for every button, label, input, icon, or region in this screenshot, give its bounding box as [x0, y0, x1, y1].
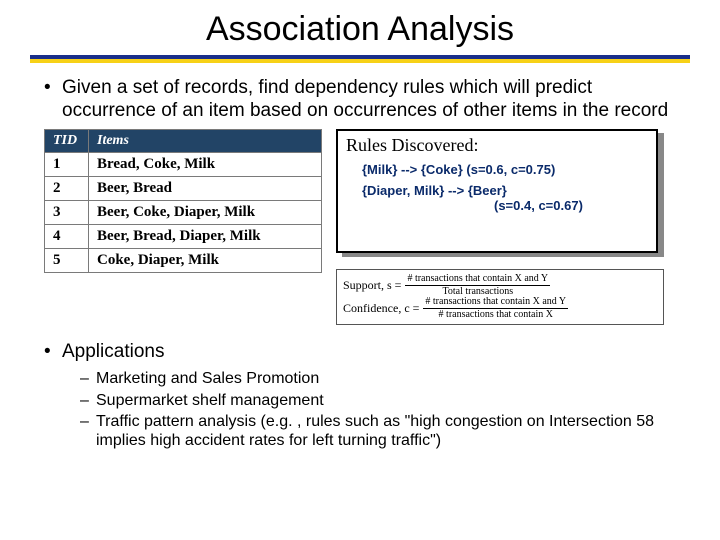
main-bullet: Given a set of records, find dependency … [44, 77, 676, 123]
app-item-2: Supermarket shelf management [80, 391, 676, 410]
rule-2-line2: (s=0.4, c=0.67) [346, 198, 648, 213]
applications-section: Applications Marketing and Sales Promoti… [44, 341, 676, 451]
table-row: 1 Bread, Coke, Milk [45, 152, 322, 176]
support-denominator: Total transactions [440, 286, 515, 297]
cell-tid: 5 [45, 248, 89, 272]
divider-yellow [30, 59, 690, 63]
cell-tid: 1 [45, 152, 89, 176]
cell-items: Beer, Coke, Diaper, Milk [89, 200, 322, 224]
app-item-1: Marketing and Sales Promotion [80, 369, 676, 388]
right-column: Rules Discovered: {Milk} --> {Coke} (s=0… [336, 129, 676, 273]
formula-box: Support, s = # transactions that contain… [336, 269, 664, 325]
cell-items: Bread, Coke, Milk [89, 152, 322, 176]
mid-row: TID Items 1 Bread, Coke, Milk 2 Beer, Br… [44, 129, 676, 273]
cell-items: Coke, Diaper, Milk [89, 248, 322, 272]
cell-tid: 3 [45, 200, 89, 224]
applications-heading: Applications [44, 341, 676, 364]
support-fraction: # transactions that contain X and Y Tota… [405, 274, 550, 297]
table-row: 5 Coke, Diaper, Milk [45, 248, 322, 272]
col-tid: TID [45, 129, 89, 152]
confidence-fraction: # transactions that contain X and Y # tr… [423, 297, 568, 320]
app-item-3: Traffic pattern analysis (e.g. , rules s… [80, 412, 676, 450]
title-divider [30, 55, 690, 63]
cell-items: Beer, Bread [89, 176, 322, 200]
rules-title: Rules Discovered: [346, 135, 648, 156]
col-items: Items [89, 129, 322, 152]
table-row: 3 Beer, Coke, Diaper, Milk [45, 200, 322, 224]
cell-tid: 4 [45, 224, 89, 248]
cell-tid: 2 [45, 176, 89, 200]
table-row: 2 Beer, Bread [45, 176, 322, 200]
rules-box: Rules Discovered: {Milk} --> {Coke} (s=0… [336, 129, 658, 253]
support-lhs: Support, s = [343, 276, 401, 295]
support-formula: Support, s = # transactions that contain… [343, 274, 657, 297]
confidence-formula: Confidence, c = # transactions that cont… [343, 297, 657, 320]
transactions-table: TID Items 1 Bread, Coke, Milk 2 Beer, Br… [44, 129, 322, 273]
table-row: 4 Beer, Bread, Diaper, Milk [45, 224, 322, 248]
title-area: Association Analysis [0, 0, 720, 49]
content-area: Given a set of records, find dependency … [0, 63, 720, 450]
slide-title: Association Analysis [0, 10, 720, 49]
confidence-denominator: # transactions that contain X [437, 309, 555, 320]
rule-1: {Milk} --> {Coke} (s=0.6, c=0.75) [346, 162, 648, 177]
transactions-table-wrap: TID Items 1 Bread, Coke, Milk 2 Beer, Br… [44, 129, 322, 273]
confidence-numerator: # transactions that contain X and Y [423, 297, 568, 309]
cell-items: Beer, Bread, Diaper, Milk [89, 224, 322, 248]
applications-list: Marketing and Sales Promotion Supermarke… [44, 369, 676, 450]
table-header-row: TID Items [45, 129, 322, 152]
rule-2-line1: {Diaper, Milk} --> {Beer} [346, 183, 648, 198]
confidence-lhs: Confidence, c = [343, 299, 419, 318]
support-numerator: # transactions that contain X and Y [405, 274, 550, 286]
